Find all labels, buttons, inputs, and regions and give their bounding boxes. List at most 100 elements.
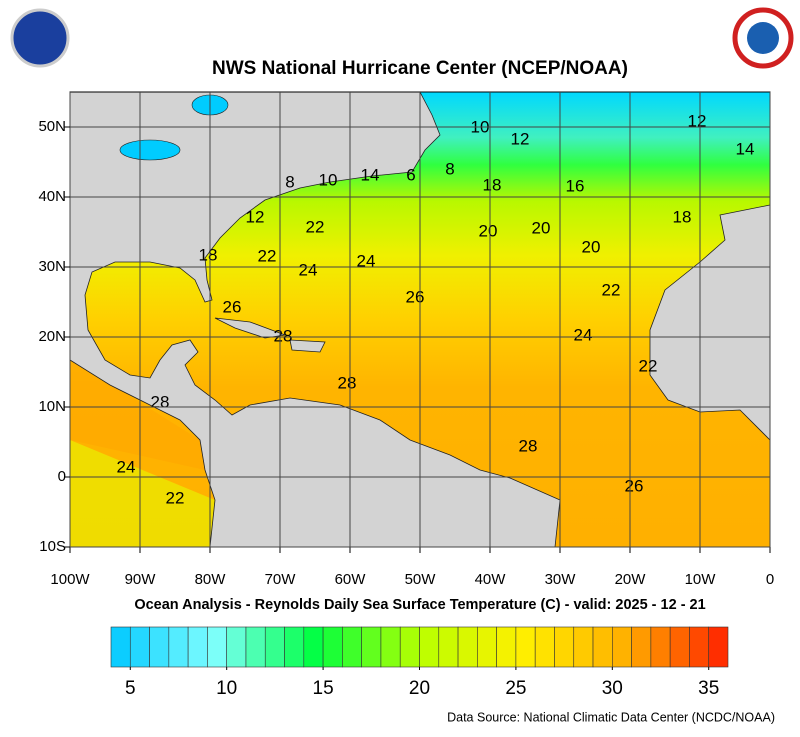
colorbar-box <box>438 626 459 668</box>
y-tick-label: 0 <box>58 468 66 485</box>
colorbar-box <box>457 626 478 668</box>
colorbar-box <box>284 626 305 668</box>
x-tick-label: 100W <box>50 571 90 588</box>
contour-label: 20 <box>582 237 601 256</box>
colorbar-label: 15 <box>313 678 334 699</box>
contour-label: 14 <box>736 139 755 158</box>
contour-label: 12 <box>688 111 707 130</box>
colorbar-box <box>573 626 594 668</box>
x-tick-label: 80W <box>195 571 227 588</box>
contour-label: 28 <box>151 392 170 411</box>
contour-label: 14 <box>361 165 380 184</box>
x-tick-label: 0 <box>766 571 774 588</box>
x-tick-label: 60W <box>335 571 367 588</box>
contour-label: 6 <box>406 165 415 184</box>
contour-label: 24 <box>357 251 376 270</box>
pacific-cool <box>70 440 215 547</box>
noaa-logo <box>10 8 70 68</box>
y-tick-label: 10N <box>38 398 66 415</box>
title: NWS National Hurricane Center (NCEP/NOAA… <box>212 58 628 79</box>
colorbar-box <box>689 626 710 668</box>
contour-label: 26 <box>625 476 644 495</box>
colorbar-box <box>669 626 690 668</box>
colorbar-box <box>168 626 189 668</box>
colorbar-box <box>534 626 555 668</box>
contour-label: 28 <box>519 436 538 455</box>
colorbar-box <box>245 626 266 668</box>
contour-label: 12 <box>246 207 265 226</box>
colorbar-box <box>419 626 440 668</box>
colorbar-box <box>380 626 401 668</box>
contour-label: 22 <box>306 217 325 236</box>
y-tick-label: 40N <box>38 188 66 205</box>
x-tick-label: 70W <box>265 571 297 588</box>
contour-label: 20 <box>479 221 498 240</box>
contour-label: 18 <box>199 245 218 264</box>
colorbar-box <box>592 626 613 668</box>
x-tick-label: 40W <box>475 571 507 588</box>
contour-label: 28 <box>274 326 293 345</box>
contour-label: 28 <box>338 373 357 392</box>
contour-label: 24 <box>117 457 136 476</box>
great-lakes <box>119 139 181 161</box>
colorbar-box <box>303 626 324 668</box>
colorbar-box <box>361 626 382 668</box>
contour-label: 16 <box>566 176 585 195</box>
y-tick-label: 30N <box>38 258 66 275</box>
x-tick-label: 50W <box>405 571 437 588</box>
contour-label: 22 <box>602 280 621 299</box>
hispaniola <box>289 339 326 353</box>
x-tick-label: 10W <box>685 571 717 588</box>
contour-label: 8 <box>445 159 454 178</box>
y-tick-label: 20N <box>38 328 66 345</box>
colorbar-box <box>110 626 131 668</box>
caption: Ocean Analysis - Reynolds Daily Sea Surf… <box>134 597 705 613</box>
colorbar-box <box>399 626 420 668</box>
colorbar-box <box>264 626 285 668</box>
contour-label: 20 <box>532 218 551 237</box>
colorbar-box <box>149 626 170 668</box>
y-tick-label: 50N <box>38 118 66 135</box>
contour-label: 24 <box>299 260 318 279</box>
contour-label: 22 <box>166 488 185 507</box>
colorbar-label: 5 <box>125 678 136 699</box>
colorbar-box <box>477 626 497 668</box>
colorbar-box <box>207 626 227 668</box>
colorbar-box <box>496 626 517 668</box>
colorbar-label: 30 <box>602 678 623 699</box>
colorbar-label: 10 <box>216 678 237 699</box>
y-tick-label: 10S <box>39 538 66 555</box>
colorbar-box <box>226 626 247 668</box>
contour-label: 10 <box>319 170 338 189</box>
x-tick-label: 90W <box>125 571 157 588</box>
colorbar-box <box>322 626 343 668</box>
colorbar-label: 25 <box>505 678 526 699</box>
contour-label: 24 <box>574 325 593 344</box>
colorbar-box <box>612 626 632 668</box>
contour-label: 18 <box>673 207 692 226</box>
colorbar-box <box>187 626 208 668</box>
x-tick-label: 20W <box>615 571 647 588</box>
contour-label: 26 <box>406 287 425 306</box>
x-tick-label: 30W <box>545 571 577 588</box>
colorbar-label: 35 <box>698 678 719 699</box>
data-source: Data Source: National Climatic Data Cent… <box>447 710 775 724</box>
colorbar-box <box>342 626 362 668</box>
colorbar-box <box>554 626 575 668</box>
contour-label: 12 <box>511 129 530 148</box>
nws-logo-inner <box>747 22 779 54</box>
colorbar-box <box>708 626 729 668</box>
contour-label: 22 <box>258 246 277 265</box>
contour-label: 22 <box>639 356 658 375</box>
colorbar-box <box>631 626 652 668</box>
colorbar-box <box>650 626 671 668</box>
colorbar-label: 20 <box>409 678 430 699</box>
pacific-warm <box>70 360 205 470</box>
contour-label: 26 <box>223 297 242 316</box>
colorbar-box <box>129 626 150 668</box>
colorbar-box <box>515 626 536 668</box>
contour-label: 8 <box>285 172 294 191</box>
contour-label: 18 <box>483 175 502 194</box>
